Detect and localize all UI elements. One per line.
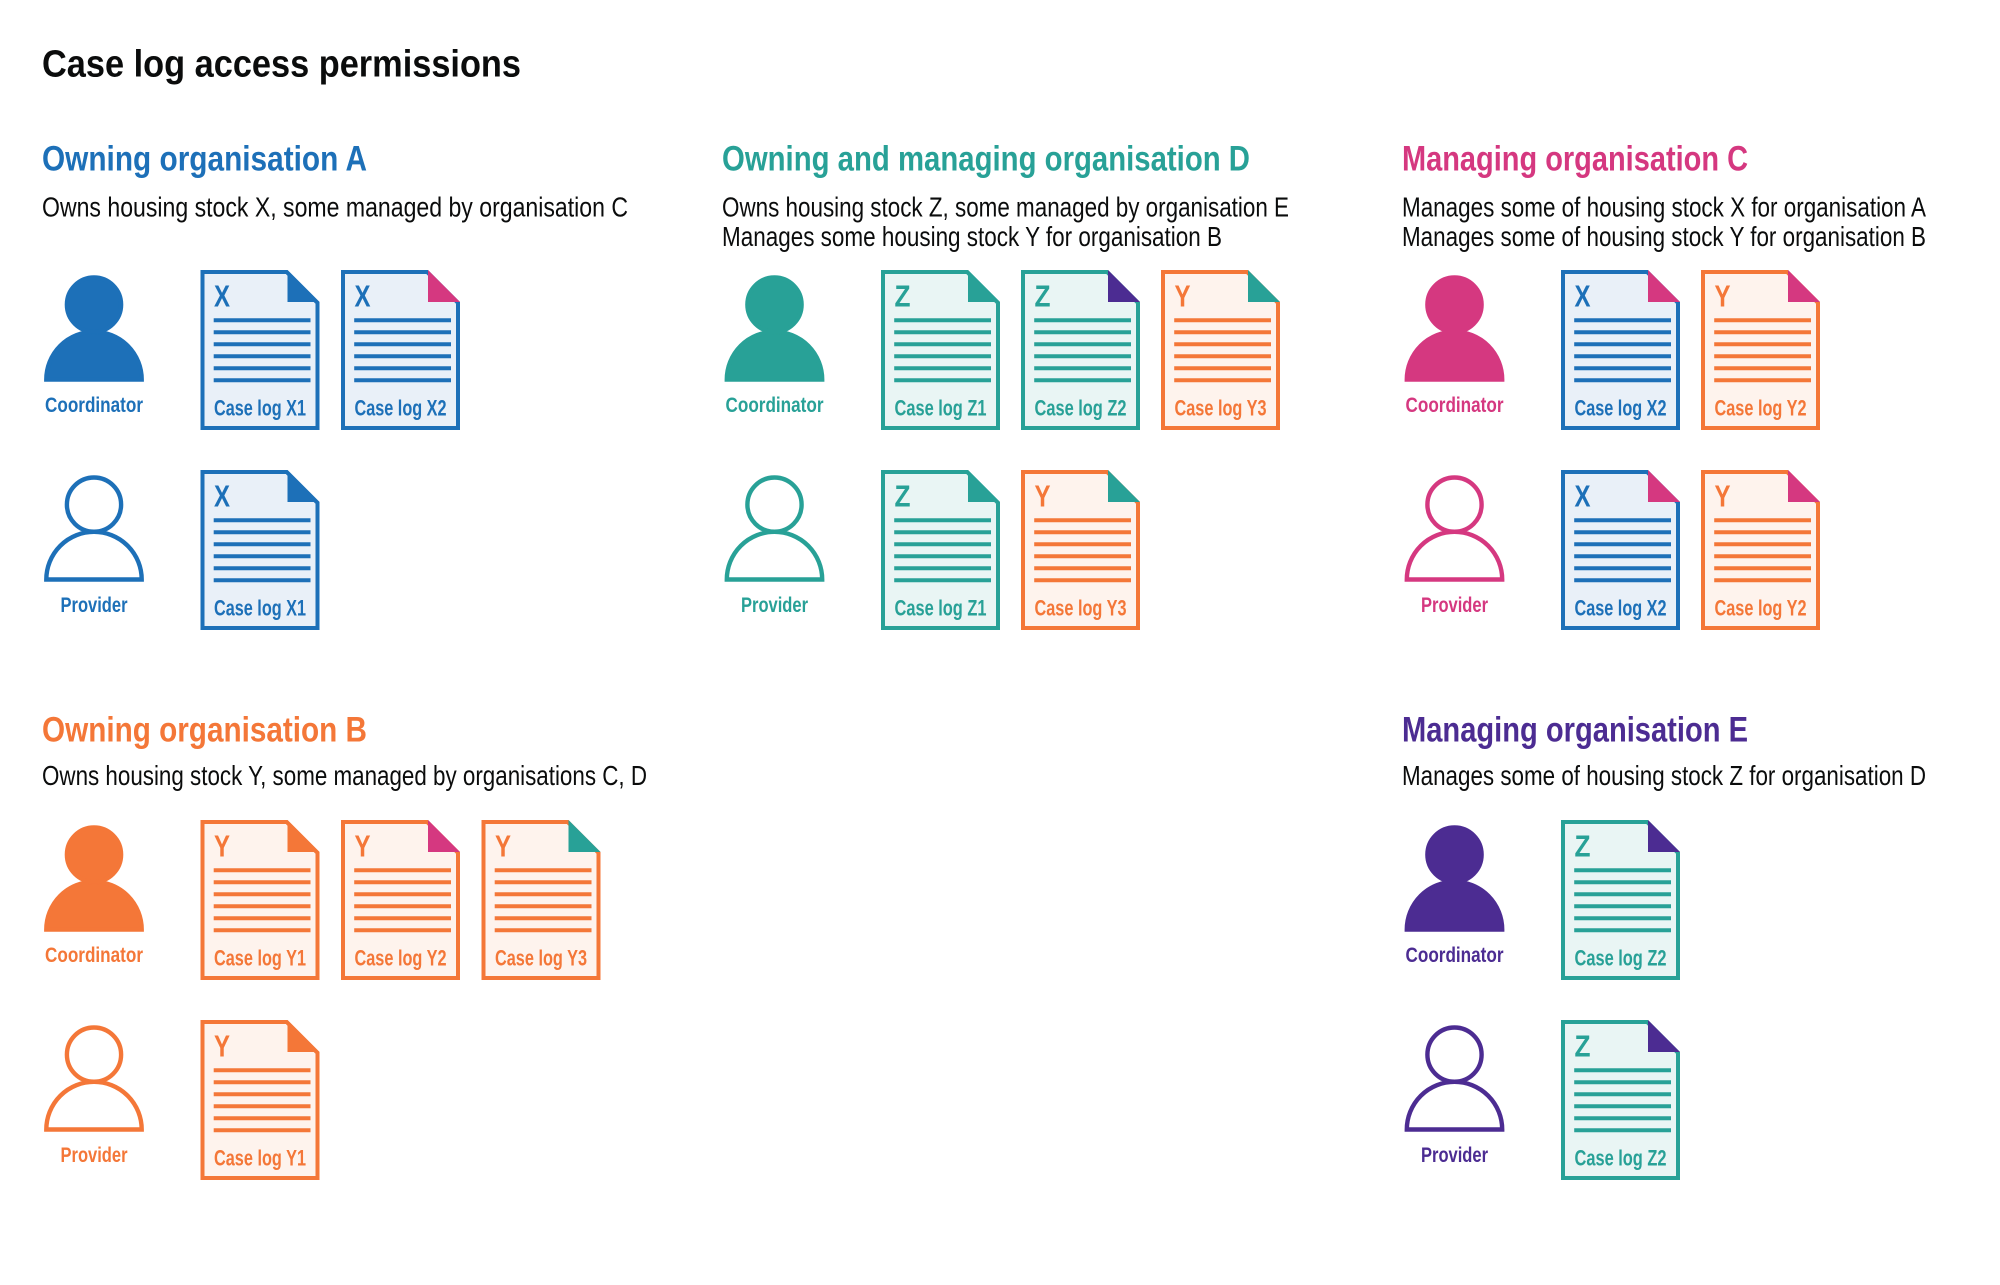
svg-text:Coordinator: Coordinator — [1406, 944, 1504, 967]
svg-text:Owns housing stock X, some man: Owns housing stock X, some managed by or… — [42, 192, 628, 223]
svg-text:Provider: Provider — [1421, 594, 1488, 617]
svg-text:Z: Z — [1035, 280, 1051, 314]
svg-text:Y: Y — [1175, 280, 1191, 314]
svg-text:Case log Y2: Case log Y2 — [355, 945, 447, 970]
svg-text:Provider: Provider — [61, 1144, 128, 1167]
svg-text:Provider: Provider — [61, 594, 128, 617]
svg-text:Coordinator: Coordinator — [45, 394, 143, 417]
svg-text:Case log Y3: Case log Y3 — [495, 945, 587, 970]
svg-text:Coordinator: Coordinator — [45, 944, 143, 967]
svg-text:Case log X2: Case log X2 — [1575, 395, 1667, 420]
svg-text:Case log Y2: Case log Y2 — [1715, 595, 1807, 620]
svg-text:Case log Y3: Case log Y3 — [1175, 395, 1267, 420]
svg-text:Y: Y — [355, 830, 371, 864]
svg-text:Y: Y — [1035, 480, 1051, 514]
svg-text:Y: Y — [214, 1030, 230, 1064]
svg-text:Y: Y — [1715, 480, 1731, 514]
svg-text:Case log access permissions: Case log access permissions — [42, 44, 521, 86]
svg-text:Y: Y — [214, 830, 230, 864]
svg-text:Case log X2: Case log X2 — [355, 395, 447, 420]
svg-text:Case log X1: Case log X1 — [214, 595, 306, 620]
svg-text:Case log X1: Case log X1 — [214, 395, 306, 420]
svg-text:Case log Z2: Case log Z2 — [1575, 945, 1667, 970]
svg-text:Provider: Provider — [741, 594, 808, 617]
svg-text:Owns housing stock Z, some man: Owns housing stock Z, some managed by or… — [722, 192, 1289, 223]
svg-text:Case log Z1: Case log Z1 — [895, 395, 987, 420]
svg-text:X: X — [1575, 480, 1592, 514]
svg-text:Managing organisation C: Managing organisation C — [1402, 140, 1748, 179]
svg-text:Manages some housing stock Y f: Manages some housing stock Y for organis… — [722, 221, 1222, 252]
svg-text:Z: Z — [895, 480, 911, 514]
svg-text:Case log Z2: Case log Z2 — [1575, 1145, 1667, 1170]
svg-text:Provider: Provider — [1421, 1144, 1488, 1167]
svg-text:Owning and managing organisati: Owning and managing organisation D — [722, 140, 1250, 179]
svg-text:Manages some of housing stock: Manages some of housing stock Y for orga… — [1402, 221, 1926, 252]
svg-text:X: X — [355, 280, 372, 314]
svg-text:Case log Y1: Case log Y1 — [214, 1145, 306, 1170]
svg-text:Managing organisation E: Managing organisation E — [1402, 710, 1748, 749]
svg-text:Owning organisation A: Owning organisation A — [42, 140, 367, 179]
svg-text:Z: Z — [1575, 830, 1591, 864]
svg-text:Owning organisation B: Owning organisation B — [42, 710, 367, 749]
svg-text:Y: Y — [495, 830, 511, 864]
svg-text:Coordinator: Coordinator — [1406, 394, 1504, 417]
svg-text:Z: Z — [1575, 1030, 1591, 1064]
svg-text:Y: Y — [1715, 280, 1731, 314]
svg-text:Case log Z2: Case log Z2 — [1035, 395, 1127, 420]
svg-text:Owns housing stock Y, some man: Owns housing stock Y, some managed by or… — [42, 760, 647, 791]
svg-text:Case log Z1: Case log Z1 — [895, 595, 987, 620]
svg-text:Z: Z — [895, 280, 911, 314]
svg-text:Case log Y3: Case log Y3 — [1035, 595, 1127, 620]
svg-text:Case log Y1: Case log Y1 — [214, 945, 306, 970]
svg-text:X: X — [1575, 280, 1592, 314]
svg-text:Manages some of housing stock: Manages some of housing stock X for orga… — [1402, 192, 1926, 223]
svg-text:Case log Y2: Case log Y2 — [1715, 395, 1807, 420]
svg-text:X: X — [214, 480, 231, 514]
svg-text:Manages some of housing stock: Manages some of housing stock Z for orga… — [1402, 760, 1926, 791]
svg-text:Coordinator: Coordinator — [726, 394, 824, 417]
svg-text:X: X — [214, 280, 231, 314]
svg-text:Case log X2: Case log X2 — [1575, 595, 1667, 620]
